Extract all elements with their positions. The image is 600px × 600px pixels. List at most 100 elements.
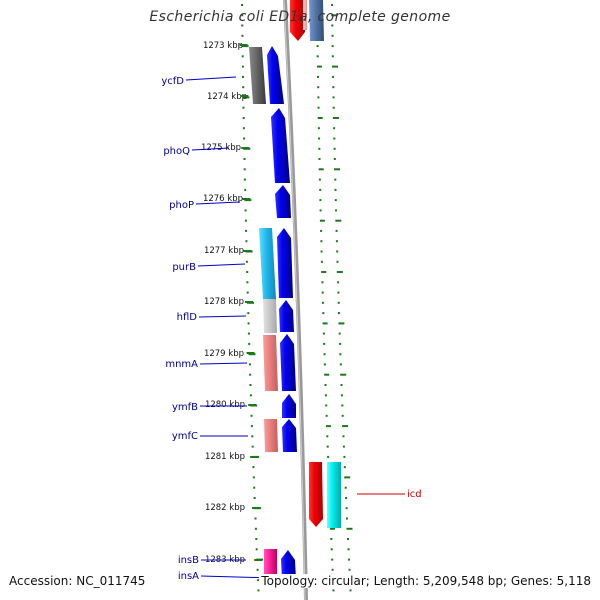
gene-ymfC-fwd[interactable]	[282, 419, 297, 452]
genome-backbone	[283, 0, 308, 600]
ruler-major-tick	[245, 301, 253, 303]
ring-tick	[331, 568, 334, 571]
ring-tick	[250, 414, 253, 417]
gene-label-ymfC[interactable]: ymfC	[172, 431, 198, 442]
ruler-label: 1281 kbp	[205, 452, 245, 462]
gene-top-steel[interactable]	[309, 0, 324, 41]
ring-tick	[317, 117, 323, 119]
ring-tick	[326, 445, 329, 448]
leader-line	[195, 201, 241, 205]
ring-tick	[324, 373, 330, 376]
ring-tick	[345, 507, 348, 510]
ruler-label: 1278 kbp	[204, 297, 244, 307]
gene-phoQ[interactable]	[271, 108, 290, 183]
gene-label-hflD[interactable]: hflD	[177, 312, 198, 323]
ring-tick	[322, 301, 324, 304]
ring-tick	[334, 188, 337, 191]
ring-tick	[247, 312, 250, 315]
ring-tick	[253, 497, 256, 499]
ring-tick	[321, 281, 324, 284]
ring-tick	[321, 291, 324, 294]
ring-tick	[251, 435, 254, 438]
gene-label-ycfD[interactable]: ycfD	[161, 76, 184, 87]
ring-tick	[252, 476, 255, 479]
ring-tick	[334, 199, 337, 202]
ring-tick	[332, 65, 338, 68]
ring-tick	[244, 209, 247, 212]
gene-label-purB[interactable]: purB	[172, 262, 196, 273]
ring-tick	[331, 4, 334, 6]
gene-label-phoP[interactable]: phoP	[169, 200, 194, 211]
ring-tick	[339, 353, 342, 356]
ring-tick	[335, 240, 338, 243]
ruler-major-tick	[239, 44, 248, 46]
leader-line	[198, 315, 247, 318]
genome-backbone-highlight	[283, 0, 306, 600]
gene-mnmA-fwd[interactable]	[280, 334, 296, 391]
ring-tick	[340, 384, 343, 386]
ring-tick	[317, 127, 320, 130]
ring-tick	[342, 425, 349, 428]
gene-ycfD-neighbor[interactable]	[267, 46, 284, 104]
gene-label-insA[interactable]: insA	[178, 571, 199, 582]
leader-line	[191, 147, 230, 151]
gene-hflD[interactable]	[263, 299, 277, 333]
gene-label-icd[interactable]: icd	[407, 489, 422, 500]
gene-label-phoQ[interactable]: phoQ	[163, 146, 190, 157]
gene-ymfB[interactable]	[282, 394, 296, 418]
ring-tick	[241, 14, 244, 17]
ring-tick	[335, 209, 337, 212]
ring-tick	[349, 589, 352, 592]
gene-mnmA[interactable]	[263, 335, 278, 391]
gene-purB-fwd[interactable]	[277, 228, 293, 298]
ring-tick	[249, 394, 252, 397]
ring-tick	[321, 271, 327, 273]
ruler-label: 1282 kbp	[205, 503, 245, 513]
ring-tick	[242, 127, 245, 130]
ruler-label: 1274 kbp	[207, 92, 247, 102]
gene-label-ymfB[interactable]: ymfB	[172, 402, 198, 413]
ring-tick	[320, 260, 323, 263]
gene-top-red[interactable]	[290, 0, 305, 41]
gene-icd-red[interactable]	[309, 462, 323, 527]
ring-tick	[341, 414, 344, 417]
ring-tick	[243, 178, 246, 181]
ring-tick	[244, 199, 252, 202]
ring-tick	[327, 455, 330, 458]
ring-tick	[317, 96, 320, 99]
gene-label-insB[interactable]: insB	[178, 555, 199, 566]
ring-tick	[248, 363, 251, 366]
ring-tick	[334, 178, 337, 181]
ring-tick	[322, 312, 325, 315]
forward-strand-genes	[267, 46, 297, 580]
ruler-major-tick	[240, 95, 249, 97]
gene-purB[interactable]	[259, 228, 276, 299]
ring-tick	[342, 445, 345, 448]
ring-tick	[319, 219, 325, 222]
ring-tick	[331, 14, 338, 17]
ring-tick	[323, 363, 326, 366]
gene-insB[interactable]	[264, 549, 277, 576]
gene-label-mnmA[interactable]: mnmA	[165, 359, 198, 370]
ring-tick	[325, 404, 328, 407]
ring-tick	[348, 558, 350, 561]
ring-tick	[333, 137, 336, 140]
accession-label: Accession: NC_011745	[7, 574, 148, 588]
gene-hflD-fwd[interactable]	[279, 300, 294, 332]
gene-ymfC[interactable]	[264, 419, 278, 452]
gene-insA[interactable]	[281, 550, 296, 580]
ring-tick	[248, 342, 251, 345]
ring-tick	[346, 517, 348, 520]
gene-phoP[interactable]	[275, 185, 291, 218]
ring-tick	[340, 394, 343, 397]
ring-tick	[344, 486, 347, 489]
ring-tick	[334, 168, 340, 171]
ring-tick	[244, 188, 247, 191]
gene-ycfD[interactable]	[249, 47, 266, 104]
ring-tick	[245, 260, 248, 263]
ring-tick	[320, 250, 323, 253]
gene-top-rose[interactable]	[303, 0, 307, 30]
gene-icd[interactable]	[327, 462, 341, 528]
ring-tick	[347, 548, 350, 551]
ring-tick	[257, 579, 260, 582]
